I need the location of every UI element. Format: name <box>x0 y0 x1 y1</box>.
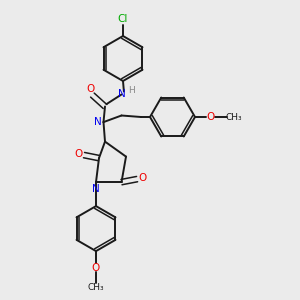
Text: H: H <box>128 86 134 95</box>
Text: CH₃: CH₃ <box>88 283 104 292</box>
Text: O: O <box>92 262 100 273</box>
Text: N: N <box>94 117 101 127</box>
Text: O: O <box>74 148 83 159</box>
Text: O: O <box>138 172 147 183</box>
Text: Cl: Cl <box>118 14 128 25</box>
Text: N: N <box>92 184 100 194</box>
Text: N: N <box>118 89 125 100</box>
Text: CH₃: CH₃ <box>225 112 242 122</box>
Text: O: O <box>206 112 215 122</box>
Text: O: O <box>87 84 95 94</box>
